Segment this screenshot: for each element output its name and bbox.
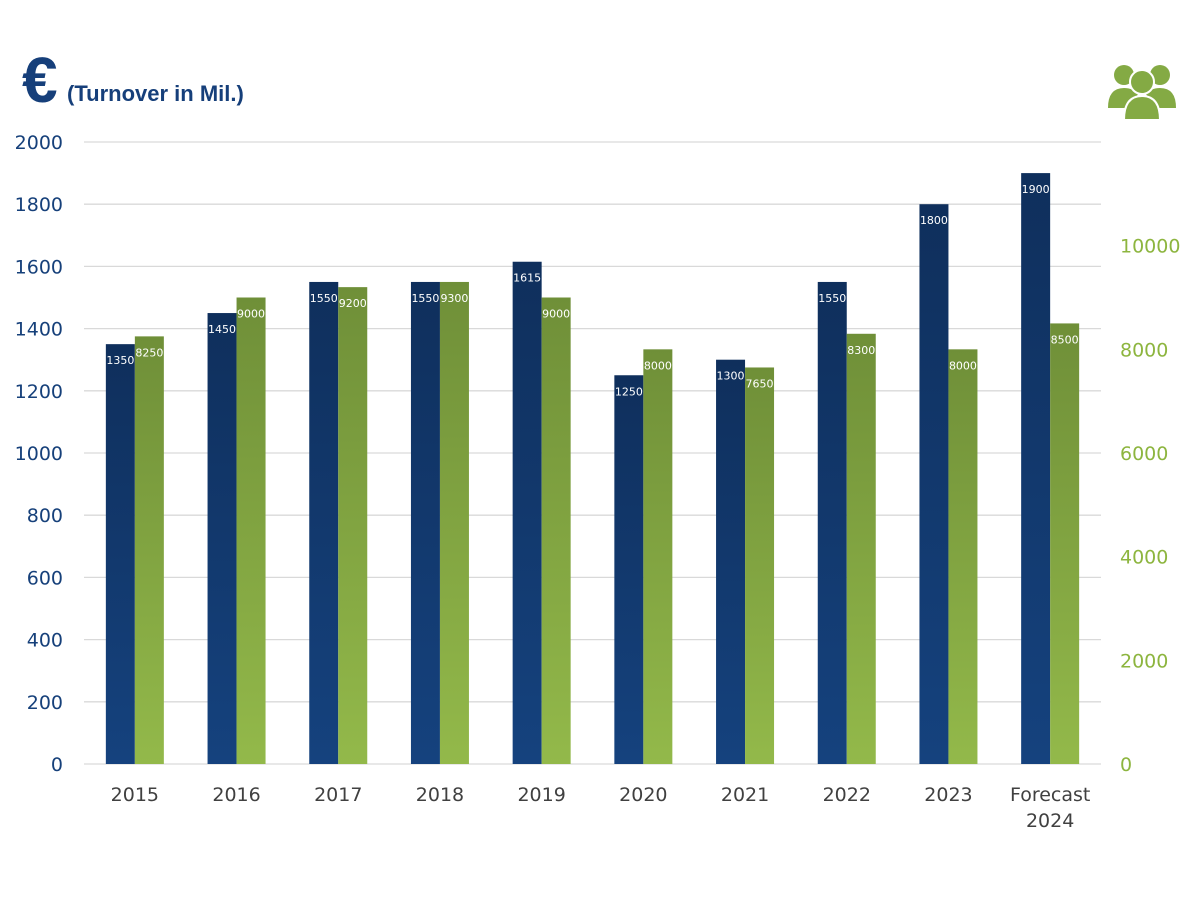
- turnover-bar-label: 1550: [818, 292, 846, 305]
- people-group-icon: [1108, 65, 1176, 121]
- right-tick-label: 4000: [1120, 547, 1168, 569]
- right-axis: 0 2000 4000 6000 8000 10000: [1120, 236, 1180, 776]
- left-tick-label: 1200: [15, 381, 63, 403]
- turnover-bar-label: 1800: [920, 214, 948, 227]
- turnover-bar: [817, 281, 847, 764]
- employees-bar-label: 7650: [746, 377, 774, 390]
- left-tick-label: 600: [27, 567, 63, 589]
- left-tick-label: 1000: [15, 443, 63, 465]
- employees-bar-label: 8250: [135, 346, 163, 359]
- employees-bar: [439, 281, 469, 764]
- left-tick-label: 800: [27, 505, 63, 527]
- turnover-bar-label: 1250: [615, 385, 643, 398]
- employees-bar-label: 9000: [237, 308, 265, 321]
- turnover-bar-label: 1615: [513, 272, 541, 285]
- category-label: 2023: [924, 784, 972, 806]
- right-tick-label: 2000: [1120, 650, 1168, 672]
- category-label: Forecast 2024: [1010, 784, 1090, 832]
- employees-bar-label: 8300: [847, 344, 875, 357]
- bars: [105, 173, 1080, 765]
- category-label: 2015: [111, 784, 159, 806]
- turnover-bar-label: 1450: [208, 323, 236, 336]
- employees-bar-label: 8000: [644, 359, 672, 372]
- category-label: 2020: [619, 784, 667, 806]
- left-tick-label: 1400: [15, 319, 63, 341]
- turnover-bar: [614, 375, 644, 764]
- turnover-bar-label: 1550: [310, 292, 338, 305]
- category-label: 2018: [416, 784, 464, 806]
- category-label: 2022: [823, 784, 871, 806]
- employees-bar: [1050, 323, 1080, 764]
- left-axis-caption: (Turnover in Mil.): [67, 81, 244, 106]
- left-tick-label: 0: [51, 754, 63, 776]
- turnover-bar: [1021, 173, 1051, 765]
- employees-bar-label: 9300: [440, 292, 468, 305]
- turnover-bar: [309, 281, 339, 764]
- turnover-bar-label: 1350: [106, 354, 134, 367]
- turnover-bar: [919, 204, 949, 764]
- left-tick-label: 1600: [15, 256, 63, 278]
- employees-bar-label: 9200: [339, 297, 367, 310]
- category-label: 2019: [517, 784, 565, 806]
- right-tick-label: 8000: [1120, 339, 1168, 361]
- right-tick-label: 6000: [1120, 443, 1168, 465]
- employees-bar: [745, 367, 775, 764]
- employees-bar-label: 8500: [1051, 333, 1079, 346]
- turnover-bar-label: 1900: [1022, 183, 1050, 196]
- employees-bar: [541, 297, 571, 764]
- category-label: 2017: [314, 784, 362, 806]
- category-label: 2021: [721, 784, 769, 806]
- employees-bar: [948, 349, 978, 764]
- right-tick-label: 0: [1120, 754, 1132, 776]
- turnover-bar: [716, 359, 746, 764]
- employees-bar: [134, 336, 164, 764]
- turnover-bar-label: 1550: [411, 292, 439, 305]
- turnover-bar-label: 1300: [717, 370, 745, 383]
- employees-bar: [643, 349, 673, 764]
- category-axis: 2015 2016 2017 2018 2019 2020 2021 2022 2023 Fore…: [111, 784, 1091, 832]
- employees-bar-label: 8000: [949, 359, 977, 372]
- turnover-bar: [207, 313, 237, 764]
- turnover-bar: [105, 344, 135, 764]
- employees-bar: [338, 287, 368, 764]
- employees-bar-label: 9000: [542, 308, 570, 321]
- employees-bar: [236, 297, 266, 764]
- left-tick-label: 2000: [15, 132, 63, 154]
- turnover-bar: [410, 281, 440, 764]
- left-axis: 0 200 400 600 800 1000 1200 1400 1600 1800 2000: [15, 132, 63, 776]
- left-tick-label: 1800: [15, 194, 63, 216]
- right-tick-label: 10000: [1120, 236, 1180, 258]
- left-tick-label: 400: [27, 630, 63, 652]
- currency-symbol: €: [22, 44, 58, 116]
- left-tick-label: 200: [27, 692, 63, 714]
- category-label: 2016: [212, 784, 260, 806]
- turnover-bar: [512, 261, 542, 764]
- employees-bar: [846, 333, 876, 764]
